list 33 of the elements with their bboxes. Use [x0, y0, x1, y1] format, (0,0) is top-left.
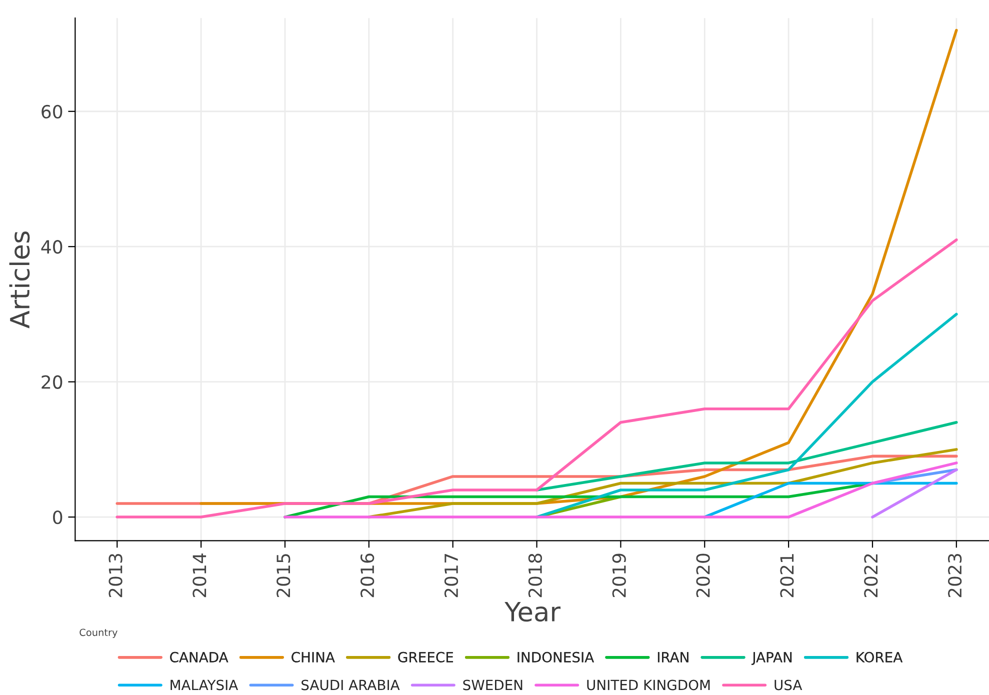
legend-label: USA	[774, 680, 802, 690]
x-tick-label: 2014	[192, 554, 206, 598]
legend-label: SAUDI ARABIA	[302, 680, 400, 690]
line-series	[535, 312, 958, 518]
x-tick-label: 2015	[276, 554, 290, 598]
legend-label: UNITED KINGDOM	[587, 680, 710, 690]
legend-label: IRAN	[658, 652, 688, 662]
y-tick-label: 0	[53, 510, 62, 524]
x-tick-label: 2022	[864, 554, 878, 598]
x-tick-label: 2016	[360, 554, 374, 598]
x-tick-label: 2021	[780, 554, 794, 598]
legend-label: JAPAN	[751, 652, 792, 666]
x-tick-label: 2019	[612, 554, 626, 598]
legend-title: Country	[80, 628, 118, 638]
legend-label: GREECE	[398, 652, 454, 662]
x-tick-label: 2023	[948, 554, 962, 598]
x-tick-label: 2018	[528, 554, 542, 598]
x-tick-label: 2013	[108, 554, 122, 598]
y-tick-label: 60	[42, 104, 62, 118]
x-tick-label: 2017	[444, 554, 458, 598]
legend-label: KOREA	[856, 652, 903, 662]
legend-label: CHINA	[292, 652, 335, 662]
legend-label: CANADA	[170, 652, 228, 662]
legend-label: SWEDEN	[463, 680, 522, 690]
legend-label: INDONESIA	[518, 652, 594, 662]
line-series	[535, 421, 958, 492]
y-tick-label: 40	[41, 240, 62, 254]
y-axis-title: Articles	[9, 231, 30, 328]
x-axis-title: Year	[504, 602, 561, 622]
x-tick-label: 2020	[696, 554, 710, 598]
line-series	[116, 238, 958, 518]
y-tick-label: 20	[42, 375, 62, 389]
legend-label: MALAYSIA	[170, 680, 238, 690]
